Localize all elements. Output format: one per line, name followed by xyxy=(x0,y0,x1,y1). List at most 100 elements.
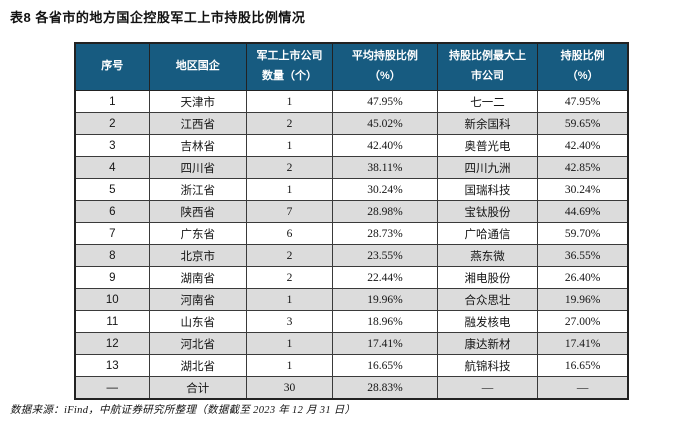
table-cell: 国瑞科技 xyxy=(436,178,539,201)
table-cell: 6 xyxy=(74,200,150,223)
table-cell: 1 xyxy=(245,354,334,377)
data-source-note: 数据来源：iFind，中航证券研究所整理（数据截至 2023 年 12 月 31… xyxy=(10,405,356,416)
table-cell: 1 xyxy=(245,90,334,113)
table-cell: 北京市 xyxy=(148,244,247,267)
table-cell: 3 xyxy=(245,310,334,333)
table-cell: 湘电股份 xyxy=(436,266,539,289)
table-cell: 30.24% xyxy=(537,178,629,201)
table-row: 6 陕西省 7 28.98% 宝钛股份 44.69% xyxy=(74,200,629,223)
table-cell: 42.40% xyxy=(332,134,438,157)
table-cell: 23.55% xyxy=(332,244,438,267)
table-cell: 42.40% xyxy=(537,134,629,157)
table-cell: 42.85% xyxy=(537,156,629,179)
table-cell: 宝钛股份 xyxy=(436,200,539,223)
table-row: 13 湖北省 1 16.65% 航锦科技 16.65% xyxy=(74,354,629,377)
table-cell: 七一二 xyxy=(436,90,539,113)
table-cell: 22.44% xyxy=(332,266,438,289)
table-row: 4 四川省 2 38.11% 四川九洲 42.85% xyxy=(74,156,629,179)
table-cell: 47.95% xyxy=(332,90,438,113)
table-row: 1 天津市 1 47.95% 七一二 47.95% xyxy=(74,90,629,113)
column-header-6: 持股比例 （%） xyxy=(537,42,629,91)
total-row: — 合计 30 28.83% — — xyxy=(74,376,629,400)
table-cell: 江西省 xyxy=(148,112,247,135)
table-cell: 天津市 xyxy=(148,90,247,113)
table-cell: 16.65% xyxy=(332,354,438,377)
table-row: 3 吉林省 1 42.40% 奥普光电 42.40% xyxy=(74,134,629,157)
table-cell: 13 xyxy=(74,354,150,377)
table-row: 10 河南省 1 19.96% 合众思壮 19.96% xyxy=(74,288,629,311)
table-cell: 27.00% xyxy=(537,310,629,333)
table-cell: 1 xyxy=(245,288,334,311)
table-cell: 59.65% xyxy=(537,112,629,135)
table-cell: 2 xyxy=(245,244,334,267)
table-cell: 7 xyxy=(245,200,334,223)
table-cell: 26.40% xyxy=(537,266,629,289)
table-cell: 19.96% xyxy=(332,288,438,311)
table-cell: 6 xyxy=(245,222,334,245)
table-cell: 航锦科技 xyxy=(436,354,539,377)
table-cell: 7 xyxy=(74,222,150,245)
table-cell: 河南省 xyxy=(148,288,247,311)
total-cell: — xyxy=(436,376,539,400)
table-cell: 燕东微 xyxy=(436,244,539,267)
shareholding-table: 序号 地区国企 军工上市公司 数量（个） 平均持股比例 （%） 持股比例最大上 市公司持… xyxy=(74,42,629,400)
table-cell: 11 xyxy=(74,310,150,333)
column-header-5: 持股比例最大上 市公司 xyxy=(436,42,539,91)
total-cell: — xyxy=(537,376,629,400)
table-cell: 湖南省 xyxy=(148,266,247,289)
table-cell: 2 xyxy=(245,156,334,179)
table-cell: 28.98% xyxy=(332,200,438,223)
table-cell: 59.70% xyxy=(537,222,629,245)
total-cell: — xyxy=(74,376,150,400)
total-cell: 28.83% xyxy=(332,376,438,400)
table-cell: 1 xyxy=(245,134,334,157)
table-cell: 四川省 xyxy=(148,156,247,179)
table-cell: 奥普光电 xyxy=(436,134,539,157)
table-row: 2 江西省 2 45.02% 新余国科 59.65% xyxy=(74,112,629,135)
table-cell: 湖北省 xyxy=(148,354,247,377)
table-cell: 12 xyxy=(74,332,150,355)
table-row: 9 湖南省 2 22.44% 湘电股份 26.40% xyxy=(74,266,629,289)
table-cell: 9 xyxy=(74,266,150,289)
table-cell: 2 xyxy=(245,266,334,289)
table-row: 8 北京市 2 23.55% 燕东微 36.55% xyxy=(74,244,629,267)
table-cell: 陕西省 xyxy=(148,200,247,223)
table-cell: 18.96% xyxy=(332,310,438,333)
table-cell: 山东省 xyxy=(148,310,247,333)
table-cell: 吉林省 xyxy=(148,134,247,157)
table-cell: 38.11% xyxy=(332,156,438,179)
table-cell: 10 xyxy=(74,288,150,311)
column-header-1: 序号 xyxy=(74,42,150,91)
table-cell: 新余国科 xyxy=(436,112,539,135)
table-cell: 45.02% xyxy=(332,112,438,135)
table-row: 12 河北省 1 17.41% 康达新材 17.41% xyxy=(74,332,629,355)
table-cell: 浙江省 xyxy=(148,178,247,201)
table-cell: 合众思壮 xyxy=(436,288,539,311)
table-cell: 30.24% xyxy=(332,178,438,201)
table-cell: 5 xyxy=(74,178,150,201)
table-cell: 广东省 xyxy=(148,222,247,245)
table-cell: 47.95% xyxy=(537,90,629,113)
table-cell: 4 xyxy=(74,156,150,179)
column-header-2: 地区国企 xyxy=(148,42,247,91)
table-cell: 融发核电 xyxy=(436,310,539,333)
table-row: 5 浙江省 1 30.24% 国瑞科技 30.24% xyxy=(74,178,629,201)
table-cell: 44.69% xyxy=(537,200,629,223)
table-cell: 四川九洲 xyxy=(436,156,539,179)
table-cell: 康达新材 xyxy=(436,332,539,355)
table-cell: 8 xyxy=(74,244,150,267)
table-cell: 2 xyxy=(74,112,150,135)
total-cell: 合计 xyxy=(148,376,247,400)
table-cell: 28.73% xyxy=(332,222,438,245)
column-header-3: 军工上市公司 数量（个） xyxy=(245,42,334,91)
table-row: 7 广东省 6 28.73% 广哈通信 59.70% xyxy=(74,222,629,245)
table-cell: 河北省 xyxy=(148,332,247,355)
header-row: 序号 地区国企 军工上市公司 数量（个） 平均持股比例 （%） 持股比例最大上 市公司持… xyxy=(74,42,629,91)
table-cell: 3 xyxy=(74,134,150,157)
table-row: 11 山东省 3 18.96% 融发核电 27.00% xyxy=(74,310,629,333)
column-header-4: 平均持股比例 （%） xyxy=(332,42,438,91)
table-cell: 16.65% xyxy=(537,354,629,377)
total-cell: 30 xyxy=(245,376,334,400)
table-cell: 2 xyxy=(245,112,334,135)
table-cell: 17.41% xyxy=(537,332,629,355)
